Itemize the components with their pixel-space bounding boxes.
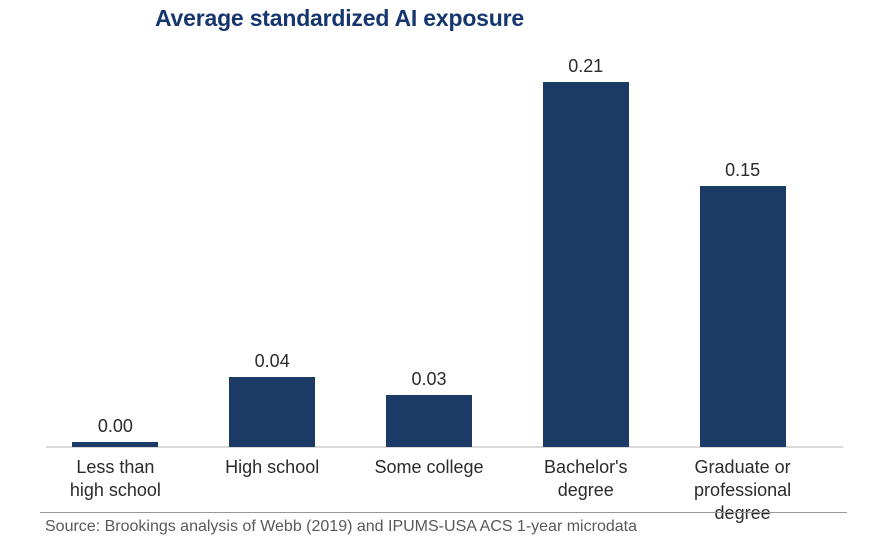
bar-group: 0.04 bbox=[194, 50, 351, 447]
bar-0 bbox=[72, 442, 159, 447]
x-axis-category-label-line: high school bbox=[69, 480, 161, 500]
x-axis-category-label-line: professional degree bbox=[694, 480, 792, 523]
bar-4 bbox=[699, 186, 786, 447]
x-axis-category-label-line: Bachelor's bbox=[544, 457, 628, 477]
x-axis-category-label-line: degree bbox=[557, 480, 614, 500]
bar-value-label: 0.04 bbox=[254, 351, 290, 371]
footer-divider bbox=[40, 512, 847, 513]
x-axis-category-label: High school bbox=[194, 456, 351, 525]
bar-3 bbox=[542, 82, 629, 447]
bar-columns: 0.00 0.04 0.03 0.21 0.15 bbox=[37, 50, 821, 447]
bar-value-label: 0.00 bbox=[97, 416, 133, 436]
x-axis-category-label: Less than high school bbox=[37, 456, 194, 525]
x-axis-category-label: Graduate or professional degree bbox=[664, 456, 821, 525]
bar-group: 0.15 bbox=[664, 50, 821, 447]
source-note: Source: Brookings analysis of Webb (2019… bbox=[45, 518, 637, 535]
bar-value-label: 0.03 bbox=[411, 369, 447, 389]
x-axis-line bbox=[46, 446, 843, 448]
x-axis-category-label: Some college bbox=[351, 456, 508, 525]
bar-value-label: 0.15 bbox=[725, 160, 761, 180]
bar-group: 0.00 bbox=[37, 50, 194, 447]
x-axis-category-label-line: Some college bbox=[374, 457, 484, 477]
chart-title: Average standardized AI exposure bbox=[155, 5, 524, 31]
x-axis-category-label: Bachelor's degree bbox=[507, 456, 664, 525]
bar-value-label: 0.21 bbox=[568, 56, 604, 76]
x-axis-labels: Less than high school High school Some coll… bbox=[37, 456, 821, 525]
bar-2 bbox=[385, 395, 472, 447]
x-axis-category-label-line: Graduate or bbox=[694, 457, 791, 477]
bar-group: 0.21 bbox=[507, 50, 664, 447]
x-axis-category-label-line: Less than bbox=[76, 457, 155, 477]
x-axis-category-label-line: High school bbox=[225, 457, 320, 477]
bar-1 bbox=[229, 377, 316, 447]
bar-group: 0.03 bbox=[351, 50, 508, 447]
